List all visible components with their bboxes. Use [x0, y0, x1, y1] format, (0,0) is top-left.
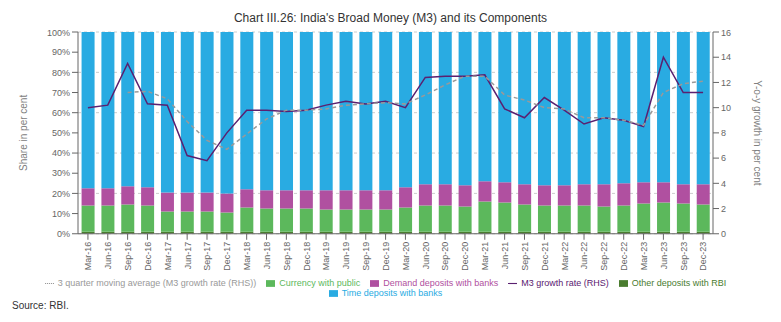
- svg-text:Mar-19: Mar-19: [321, 242, 331, 271]
- html-text:Other deposits with RBI: Other deposits with RBI: [631, 277, 727, 288]
- svg-text:Dec-22: Dec-22: [619, 242, 629, 271]
- svg-text:Jun-22: Jun-22: [579, 242, 589, 270]
- html-text:3 quarter moving average (M3 g: 3 quarter moving average (M3 growth rate…: [57, 277, 257, 288]
- svg-text:Mar-16: Mar-16: [83, 242, 93, 271]
- html-text:Chart III.26: India's Broad Mo: Chart III.26: India's Broad Money (M3) a…: [233, 11, 547, 25]
- svg-text:Jun-16: Jun-16: [103, 242, 113, 270]
- svg-text:0%: 0%: [57, 229, 70, 239]
- svg-text:Dec-20: Dec-20: [460, 242, 470, 271]
- html-text:Time deposits with banks: Time deposits with banks: [341, 287, 443, 298]
- svg-text:Dec-17: Dec-17: [222, 242, 232, 271]
- svg-text:Mar-23: Mar-23: [639, 242, 649, 271]
- svg-text:Sep-22: Sep-22: [599, 242, 609, 271]
- svg-text:30%: 30%: [52, 168, 70, 178]
- svg-text:Sep-19: Sep-19: [361, 242, 371, 271]
- svg-text:Sep-16: Sep-16: [123, 242, 133, 271]
- svg-text:40%: 40%: [52, 148, 70, 158]
- svg-text:Dec-21: Dec-21: [540, 242, 550, 271]
- svg-text:Jun-17: Jun-17: [183, 242, 193, 270]
- svg-text:8: 8: [721, 128, 726, 138]
- svg-text:70%: 70%: [52, 88, 70, 98]
- svg-text:Jun-18: Jun-18: [262, 242, 272, 270]
- svg-text:Mar-22: Mar-22: [560, 242, 570, 271]
- svg-text:Dec-18: Dec-18: [302, 242, 312, 271]
- html-text:Demand deposits with banks: Demand deposits with banks: [383, 277, 499, 288]
- svg-text:20%: 20%: [52, 189, 70, 199]
- svg-text:Jun-20: Jun-20: [421, 242, 431, 270]
- svg-text:Sep-18: Sep-18: [282, 242, 292, 271]
- svg-text:90%: 90%: [52, 47, 70, 57]
- svg-text:10: 10: [721, 103, 731, 113]
- svg-text:Sep-21: Sep-21: [520, 242, 530, 271]
- svg-text:Dec-16: Dec-16: [143, 242, 153, 271]
- html-text:Source: RBI.: Source: RBI.: [12, 300, 69, 311]
- html-text:Currency with public: Currency with public: [279, 277, 361, 288]
- svg-text:Mar-20: Mar-20: [401, 242, 411, 271]
- svg-text:Share in per cent: Share in per cent: [18, 95, 29, 171]
- svg-text:Dec-19: Dec-19: [381, 242, 391, 271]
- svg-text:6: 6: [721, 153, 726, 163]
- svg-text:Y-o-y growth in per cent: Y-o-y growth in per cent: [752, 80, 763, 185]
- svg-text:4: 4: [721, 179, 726, 189]
- svg-text:0: 0: [721, 229, 726, 239]
- svg-text:2: 2: [721, 204, 726, 214]
- html-text:M3 growth rate (RHS): M3 growth rate (RHS): [521, 277, 609, 288]
- svg-text:Mar-21: Mar-21: [480, 242, 490, 271]
- svg-text:Jun-23: Jun-23: [659, 242, 669, 270]
- svg-text:Sep-23: Sep-23: [679, 242, 689, 271]
- svg-text:80%: 80%: [52, 68, 70, 78]
- svg-text:100%: 100%: [47, 28, 70, 38]
- svg-text:Sep-20: Sep-20: [440, 242, 450, 271]
- svg-text:Sep-17: Sep-17: [202, 242, 212, 271]
- svg-text:Jun-19: Jun-19: [341, 242, 351, 270]
- svg-text:16: 16: [721, 28, 731, 38]
- svg-text:Mar-18: Mar-18: [242, 242, 252, 271]
- svg-text:12: 12: [721, 78, 731, 88]
- svg-text:Jun-21: Jun-21: [500, 242, 510, 270]
- svg-text:60%: 60%: [52, 108, 70, 118]
- svg-text:14: 14: [721, 52, 731, 62]
- svg-text:50%: 50%: [52, 128, 70, 138]
- svg-text:10%: 10%: [52, 209, 70, 219]
- svg-text:Mar-17: Mar-17: [163, 242, 173, 271]
- svg-text:Dec-23: Dec-23: [698, 242, 708, 271]
